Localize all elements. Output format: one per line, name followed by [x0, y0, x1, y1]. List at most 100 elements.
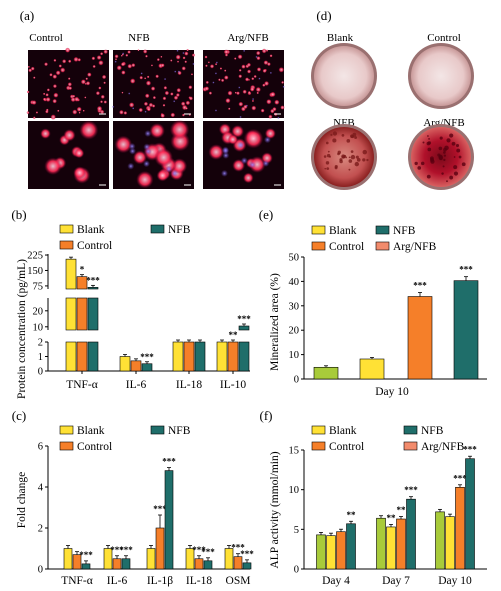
- y-tick-label: 20: [33, 306, 44, 317]
- legend-blank-label: Blank: [77, 425, 105, 437]
- mineral-spot: [449, 133, 454, 138]
- bar: [183, 341, 195, 372]
- bar: [76, 341, 88, 372]
- cell-spot: [127, 63, 133, 69]
- nucleus-spot: [177, 70, 181, 73]
- cell-spot: [72, 94, 76, 98]
- significance-mark: ***: [153, 504, 167, 514]
- legend-control-label: Control: [77, 441, 112, 453]
- nucleus-spot: [239, 115, 242, 119]
- nucleus-spot: [128, 142, 136, 150]
- significance-mark: ***: [231, 543, 245, 553]
- cell-spot: [84, 82, 87, 85]
- nucleus-spot: [171, 169, 179, 177]
- cell-spot: [138, 107, 144, 113]
- y-tick-label: 6: [38, 442, 43, 453]
- bar: [326, 535, 336, 570]
- cell-spot: [244, 77, 250, 82]
- y-axis-label: Protein concentration (pg/mL): [16, 259, 28, 399]
- cell-spot: [86, 72, 92, 77]
- legend-arg-nfb-label: Arg/NFB: [393, 241, 437, 253]
- mineral-spot: [325, 161, 330, 165]
- cell-spot: [176, 87, 182, 93]
- cell-spot: [91, 56, 96, 61]
- y-axis-label: Mineralized area (%): [269, 273, 281, 371]
- nucleus-spot: [192, 62, 195, 66]
- mineral-spot: [334, 166, 338, 170]
- cell-spot: [137, 49, 140, 52]
- mineral-spot: [442, 165, 445, 168]
- cell-spot: [44, 157, 62, 175]
- cell-spot: [131, 63, 136, 68]
- cell-spot: [27, 65, 30, 69]
- cell-spot: [237, 54, 243, 60]
- nucleus-spot: [215, 61, 219, 64]
- cell-spot: [142, 49, 148, 54]
- cell-spot: [99, 109, 105, 115]
- cell-spot: [60, 67, 66, 73]
- cell-spot: [76, 106, 82, 112]
- bar: [119, 356, 131, 372]
- cell-spot: [227, 107, 231, 111]
- nucleus-spot: [128, 92, 131, 95]
- significance-mark: ***: [240, 549, 254, 559]
- cell-spot: [255, 50, 261, 56]
- cell-spot: [68, 86, 73, 91]
- mineral-spot: [422, 141, 425, 144]
- significance-mark: **: [229, 330, 239, 340]
- nucleus-spot: [182, 51, 185, 55]
- mineral-spot: [337, 152, 340, 156]
- mineral-spot: [348, 168, 351, 171]
- cell-spot: [74, 148, 85, 159]
- significance-mark: ***: [140, 352, 154, 362]
- y-tick-label: 0: [38, 565, 43, 576]
- cell-spot: [243, 172, 254, 184]
- y-tick-label: 20: [289, 326, 300, 337]
- panel-f-label: (f): [260, 408, 273, 423]
- mineral-spot: [356, 158, 361, 162]
- mineral-spot: [324, 167, 327, 170]
- cell-spot: [125, 53, 129, 57]
- nucleus-spot: [140, 72, 143, 75]
- cell-spot: [188, 85, 193, 90]
- cell-spot: [266, 98, 272, 105]
- bar: [164, 470, 174, 570]
- significance-mark: ***: [162, 457, 176, 467]
- cell-spot: [101, 74, 107, 80]
- bar: [87, 341, 99, 372]
- bar: [465, 458, 475, 570]
- cell-spot: [182, 56, 186, 60]
- cell-spot: [114, 135, 133, 154]
- cell-spot: [50, 114, 57, 120]
- mineral-spot: [443, 151, 446, 154]
- cell-spot: [249, 86, 255, 92]
- legend-control-swatch: [59, 441, 74, 451]
- cell-spot: [80, 79, 87, 85]
- nucleus-spot: [111, 105, 115, 109]
- x-tick-label: TNF-α: [61, 575, 93, 587]
- cell-spot: [243, 128, 264, 149]
- cell-spot: [123, 111, 128, 115]
- legend-nfb-label: NFB: [168, 425, 191, 437]
- cell-spot: [52, 84, 58, 89]
- legend-blank-swatch: [59, 224, 74, 234]
- nucleus-spot: [121, 52, 125, 55]
- cell-spot: [261, 48, 267, 54]
- cell-spot: [246, 69, 252, 74]
- legend-blank-label: Blank: [329, 225, 357, 237]
- micrograph-col-label: NFB: [128, 32, 149, 44]
- mineral-spot: [441, 172, 444, 175]
- cell-spot: [247, 90, 251, 94]
- mineral-spot: [455, 143, 460, 148]
- cell-spot: [127, 50, 131, 54]
- cell-spot: [136, 170, 154, 189]
- cell-spot: [233, 57, 237, 60]
- cell-spot: [263, 60, 269, 66]
- nucleus-spot: [176, 49, 179, 52]
- cell-spot: [163, 85, 168, 90]
- cell-spot: [255, 86, 262, 93]
- cell-spot: [176, 60, 180, 63]
- cell-spot: [53, 92, 59, 98]
- cell-spot: [256, 67, 262, 72]
- cell-spot: [223, 69, 227, 72]
